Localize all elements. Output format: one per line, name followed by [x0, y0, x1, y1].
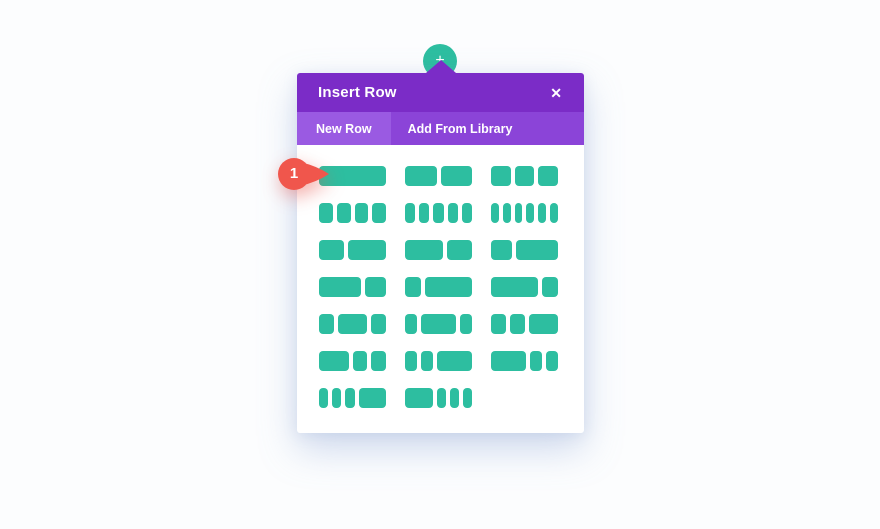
column-bar [491, 277, 539, 297]
column-bar [405, 240, 443, 260]
column-bar [348, 240, 386, 260]
column-bar [405, 166, 437, 186]
row-layout-option-15[interactable] [491, 314, 558, 334]
column-bar [449, 388, 459, 408]
tab-new-row[interactable]: New Row [297, 112, 391, 145]
column-bar [514, 203, 523, 223]
row-layout-option-11[interactable] [405, 277, 472, 297]
row-layout-option-3[interactable] [491, 166, 559, 186]
column-bar [419, 203, 430, 223]
modal-pointer-arrow [425, 60, 456, 73]
column-bar [516, 240, 558, 260]
column-bar [491, 351, 527, 371]
column-bar [337, 314, 368, 334]
column-bar [365, 277, 386, 297]
row-layout-option-10[interactable] [319, 277, 386, 297]
column-bar [461, 203, 473, 223]
column-bar [319, 388, 329, 408]
column-bar [509, 314, 525, 334]
row-layout-option-8[interactable] [405, 240, 472, 260]
row-layout-option-2[interactable] [405, 166, 472, 186]
column-bar [424, 277, 472, 297]
column-bar [436, 388, 446, 408]
column-bar [460, 314, 472, 334]
column-bar [542, 277, 558, 297]
row-layout-option-18[interactable] [491, 351, 558, 371]
column-bar [319, 166, 386, 186]
column-bar [440, 166, 472, 186]
column-bar [538, 166, 559, 186]
column-bar [358, 388, 387, 408]
column-bar [405, 388, 433, 408]
column-bar [514, 166, 535, 186]
column-bar [332, 388, 342, 408]
column-bar [405, 277, 421, 297]
column-bar [405, 203, 416, 223]
column-bar [446, 240, 472, 260]
column-bar [447, 203, 458, 223]
modal-tab-bar: New Row Add From Library [297, 112, 584, 145]
column-bar [319, 351, 349, 371]
row-layout-option-16[interactable] [319, 351, 386, 371]
column-bar [538, 203, 547, 223]
column-bar [345, 388, 355, 408]
column-bar [502, 203, 511, 223]
column-bar [433, 203, 444, 223]
column-bar [371, 314, 386, 334]
column-bar [491, 166, 511, 186]
column-bar [462, 388, 473, 408]
row-layout-option-4[interactable] [319, 203, 386, 223]
column-bar [319, 240, 345, 260]
column-bar [371, 351, 386, 371]
row-layout-option-17[interactable] [405, 351, 472, 371]
column-bar [319, 277, 361, 297]
insert-row-modal: Insert Row ✕ New Row Add From Library [297, 60, 584, 433]
row-layout-option-20[interactable] [405, 388, 473, 408]
column-bar [405, 351, 417, 371]
column-bar [372, 203, 386, 223]
column-bar [526, 203, 535, 223]
row-layout-option-5[interactable] [405, 203, 473, 223]
modal-title: Insert Row [318, 84, 397, 101]
column-bar [528, 314, 558, 334]
row-layout-option-9[interactable] [491, 240, 558, 260]
row-layout-grid [297, 145, 584, 433]
row-layout-option-13[interactable] [319, 314, 386, 334]
column-bar [319, 314, 334, 334]
row-layout-option-14[interactable] [405, 314, 472, 334]
column-bar [319, 203, 333, 223]
row-layout-option-1[interactable] [319, 166, 386, 186]
column-bar [336, 203, 351, 223]
row-layout-option-7[interactable] [319, 240, 386, 260]
column-bar [491, 240, 512, 260]
column-bar [405, 314, 417, 334]
column-bar [530, 351, 543, 371]
row-layout-option-19[interactable] [319, 388, 387, 408]
column-bar [491, 314, 506, 334]
tab-add-from-library[interactable]: Add From Library [407, 121, 513, 136]
row-layout-option-12[interactable] [491, 277, 558, 297]
column-bar [436, 351, 472, 371]
row-layout-option-6[interactable] [491, 203, 558, 223]
column-bar [420, 314, 457, 334]
modal-header: Insert Row ✕ [297, 73, 584, 112]
column-bar [491, 203, 499, 223]
close-icon[interactable]: ✕ [546, 82, 566, 104]
column-bar [546, 351, 558, 371]
column-bar [550, 203, 558, 223]
column-bar [420, 351, 433, 371]
column-bar [352, 351, 368, 371]
column-bar [354, 203, 369, 223]
